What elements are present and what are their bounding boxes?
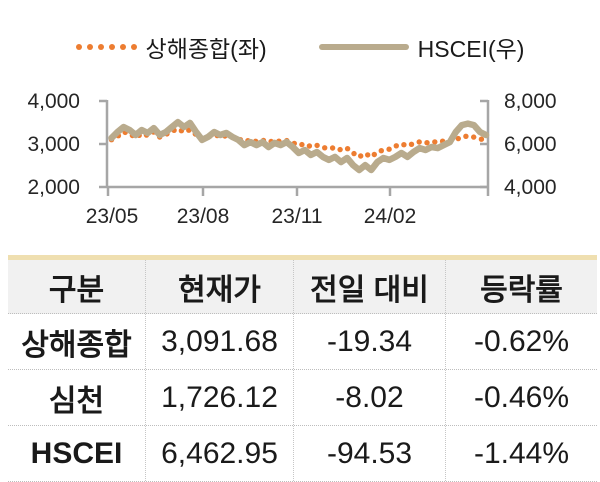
table-row-hscei: HSCEI 6,462.95 -94.53 -1.44% (8, 426, 597, 482)
daily-change: -19.34 (293, 314, 445, 369)
current-price: 1,726.12 (145, 370, 293, 425)
index-summary-table: 구분 현재가 전일 대비 등락률 상해종합 3,091.68 -19.34 -0… (8, 255, 597, 482)
legend-label-hscei: HSCEI(우) (417, 36, 525, 62)
x-axis-tick-2402: 24/02 (364, 205, 417, 228)
column-header-change: 전일 대비 (293, 260, 445, 313)
solid-series-marker (318, 44, 409, 50)
left-axis-tick-4000: 4,000 (27, 90, 80, 113)
legend-label-shanghai: 상해종합(좌) (145, 36, 267, 62)
chart-legend: 상해종합(좌) HSCEI(우) (0, 30, 600, 64)
left-axis-tick-2000: 2,000 (27, 176, 80, 199)
chart-series (108, 118, 490, 174)
row-label: HSCEI (30, 436, 123, 470)
left-axis-tick-3000: 3,000 (27, 133, 80, 156)
x-axis-tick-2308: 23/08 (177, 205, 230, 228)
column-header-price: 현재가 (145, 260, 293, 313)
row-label: 심천 (48, 384, 105, 418)
x-axis-tick-2305: 23/05 (86, 205, 139, 228)
legend-item-hscei: HSCEI(우) (318, 30, 525, 64)
table-header-row: 구분 현재가 전일 대비 등락률 (8, 260, 597, 314)
dotted-series-marker (75, 44, 137, 50)
column-header-change-pct: 등락률 (445, 260, 597, 313)
right-axis-tick-6000: 6,000 (504, 133, 557, 156)
daily-change: -8.02 (293, 370, 445, 425)
table-row-shenzhen: 심천 1,726.12 -8.02 -0.46% (8, 370, 597, 426)
price-chart: 4,000 3,000 2,000 8,000 6,000 4,000 23/0… (27, 90, 557, 228)
right-axis-tick-8000: 8,000 (504, 90, 557, 113)
daily-change: -94.53 (293, 426, 445, 481)
right-axis-tick-4000: 4,000 (504, 176, 557, 199)
legend-item-shanghai: 상해종합(좌) (75, 30, 267, 64)
chart-axes (99, 99, 490, 196)
x-axis-tick-2311: 23/11 (272, 205, 323, 228)
current-price: 6,462.95 (145, 426, 293, 481)
table-row-shanghai: 상해종합 3,091.68 -19.34 -0.62% (8, 314, 597, 370)
daily-change-pct: -1.44% (445, 426, 597, 481)
row-label: 상해종합 (21, 328, 132, 362)
daily-change-pct: -0.46% (445, 370, 597, 425)
column-header-category: 구분 (48, 273, 105, 307)
current-price: 3,091.68 (145, 314, 293, 369)
daily-change-pct: -0.62% (445, 314, 597, 369)
